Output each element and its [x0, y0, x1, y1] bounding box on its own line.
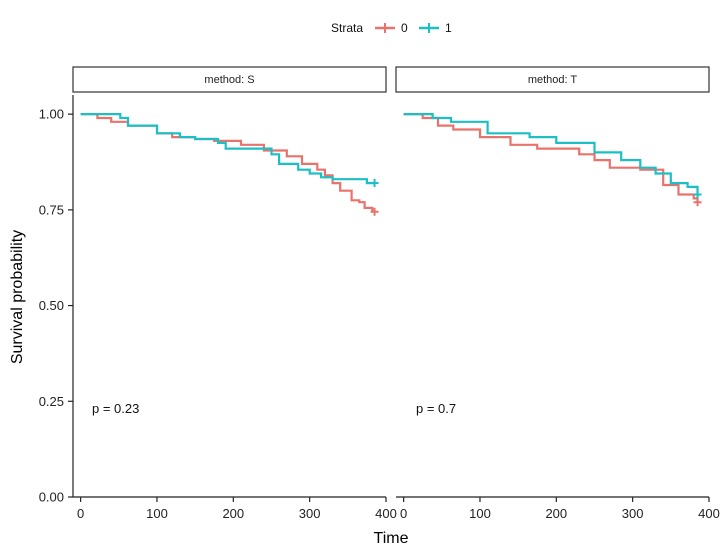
- x-tick-label: 0: [400, 506, 407, 521]
- strip-label-left: method: S: [204, 74, 254, 86]
- y-tick-label: 0.25: [39, 394, 64, 409]
- censor-mark-strata-1: [370, 179, 379, 188]
- y-tick-label: 1.00: [39, 107, 64, 122]
- panel-method-s: [80, 113, 379, 216]
- x-axis-ticks-left: 0 100 200 300 400: [77, 497, 397, 521]
- survival-curve-strata-1: [80, 113, 375, 185]
- p-value-right: p = 0.7: [416, 401, 456, 416]
- x-axis-title: Time: [374, 530, 409, 547]
- x-tick-label: 300: [299, 506, 321, 521]
- survival-curve-strata-1: [403, 113, 699, 195]
- y-axis-ticks: 0.00 0.25 0.50 0.75 1.00: [39, 107, 73, 505]
- survival-curve-strata-0: [403, 113, 699, 203]
- censor-mark-strata-1: [693, 190, 702, 199]
- x-tick-label: 400: [698, 506, 720, 521]
- y-tick-label: 0.50: [39, 298, 64, 313]
- legend-label-1: 1: [445, 21, 452, 35]
- y-axis-title: Survival probability: [9, 230, 26, 364]
- legend-title: Strata: [331, 21, 363, 35]
- legend: Strata 0 1: [331, 21, 452, 35]
- legend-label-0: 0: [401, 21, 408, 35]
- strip-label-right: method: T: [528, 74, 578, 86]
- censor-mark-strata-0: [693, 198, 702, 207]
- survival-curve-strata-0: [80, 113, 374, 212]
- y-tick-label: 0.75: [39, 202, 64, 217]
- x-axis-ticks-right: 0 100 200 300 400: [400, 497, 720, 521]
- x-tick-label: 200: [545, 506, 567, 521]
- x-tick-label: 300: [622, 506, 644, 521]
- p-value-left: p = 0.23: [92, 401, 139, 416]
- x-tick-label: 400: [375, 506, 397, 521]
- strip-right: method: T: [395, 66, 710, 93]
- x-tick-label: 100: [146, 506, 168, 521]
- panel-method-t: [403, 113, 702, 207]
- x-tick-label: 200: [222, 506, 244, 521]
- x-tick-label: 100: [469, 506, 491, 521]
- x-tick-label: 0: [77, 506, 84, 521]
- y-tick-label: 0.00: [39, 490, 64, 505]
- axes: [72, 95, 709, 498]
- strip-left: method: S: [72, 66, 387, 93]
- censor-mark-strata-0: [370, 207, 379, 216]
